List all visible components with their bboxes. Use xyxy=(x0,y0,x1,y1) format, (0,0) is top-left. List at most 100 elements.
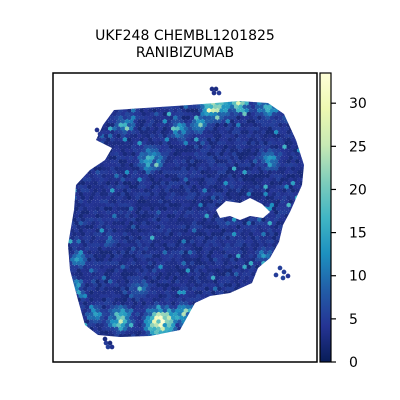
tissue-spot xyxy=(183,140,189,146)
tissue-spot xyxy=(215,253,220,259)
tissue-spot xyxy=(200,104,206,110)
tissue-spot xyxy=(84,217,90,223)
tissue-spot xyxy=(208,235,214,241)
tissue-spot xyxy=(259,257,264,263)
tissue-spot xyxy=(128,199,134,204)
tissue-spot xyxy=(187,199,193,204)
tissue-spot xyxy=(181,159,187,164)
tissue-spot xyxy=(200,140,206,146)
tissue-spot xyxy=(141,213,147,219)
tissue-spot xyxy=(120,184,126,190)
tissue-spot xyxy=(183,170,189,175)
tissue-spot xyxy=(112,315,117,321)
tissue-spot xyxy=(212,170,218,175)
tissue-spot xyxy=(126,261,132,266)
tissue-spot xyxy=(179,133,185,139)
tissue-spot xyxy=(158,199,164,204)
tissue-spot xyxy=(122,195,128,201)
tissue-spot xyxy=(164,231,170,237)
tissue-spot xyxy=(286,151,292,157)
tissue-spot xyxy=(225,133,231,139)
tissue-spot xyxy=(89,210,94,215)
tissue-spot xyxy=(189,144,195,150)
tissue-spot xyxy=(170,162,176,168)
tissue-spot xyxy=(166,315,172,321)
tissue-spot xyxy=(105,122,111,128)
tissue-spot xyxy=(147,151,153,157)
tissue-spot xyxy=(248,108,254,113)
tissue-spot xyxy=(133,206,138,212)
tissue-spot xyxy=(261,151,266,157)
tissue-spot xyxy=(223,181,229,186)
tissue-spot xyxy=(89,246,94,252)
tissue-spot xyxy=(149,322,155,328)
tissue-spot xyxy=(189,210,195,215)
tissue-spot xyxy=(187,221,193,226)
tissue-spot xyxy=(288,184,294,190)
tissue-spot xyxy=(231,275,237,281)
tissue-spot xyxy=(131,333,136,337)
tissue-spot xyxy=(215,188,220,193)
tissue-spot xyxy=(120,272,126,277)
tissue-spot xyxy=(131,326,136,332)
tissue-spot xyxy=(128,264,134,270)
tissue-spot xyxy=(257,108,262,113)
tissue-spot xyxy=(273,173,279,179)
tissue-spot xyxy=(229,155,235,161)
tissue-spot xyxy=(107,301,113,306)
tissue-spot xyxy=(210,217,216,223)
tissue-spot xyxy=(154,111,159,117)
tissue-spot xyxy=(168,210,174,215)
tissue-spot xyxy=(122,261,128,266)
tissue-spot xyxy=(68,242,71,248)
tissue-spot xyxy=(156,115,161,121)
tissue-spot xyxy=(187,250,193,255)
tissue-spot xyxy=(212,221,218,226)
tissue-spot xyxy=(173,122,178,128)
tissue-spot xyxy=(82,242,88,248)
tissue-spot xyxy=(248,275,254,281)
tissue-spot xyxy=(139,151,145,157)
tissue-spot xyxy=(194,202,199,208)
tissue-spot xyxy=(290,137,296,143)
tissue-spot xyxy=(120,162,126,168)
tissue-spot xyxy=(271,140,277,146)
tissue-spot xyxy=(273,166,279,172)
tissue-spot xyxy=(175,228,180,234)
tissue-spot xyxy=(183,293,189,299)
tissue-spot xyxy=(70,257,75,263)
tissue-spot xyxy=(82,257,88,263)
tissue-spot xyxy=(78,293,84,299)
tissue-spot xyxy=(236,246,241,252)
tissue-spot xyxy=(267,140,273,146)
tissue-spot xyxy=(147,173,153,179)
tissue-spot xyxy=(158,250,164,255)
tissue-spot xyxy=(86,293,92,299)
tissue-spot xyxy=(187,184,193,190)
tissue-spot xyxy=(175,257,180,263)
tissue-spot xyxy=(118,326,124,332)
tissue-spot xyxy=(198,108,203,113)
tissue-spot xyxy=(137,177,143,183)
tissue-spot xyxy=(74,213,80,219)
tissue-spot xyxy=(240,246,245,252)
tissue-spot xyxy=(160,173,166,179)
tissue-spot xyxy=(223,253,229,259)
tissue-spot xyxy=(194,173,199,179)
tissue-spot xyxy=(252,224,258,230)
tissue-spot xyxy=(93,217,98,223)
tissue-spot xyxy=(225,242,231,248)
tissue-spot xyxy=(156,231,161,237)
tissue-spot xyxy=(124,184,130,190)
tissue-spot xyxy=(267,104,273,110)
tissue-spot xyxy=(254,235,260,241)
tissue-spot xyxy=(257,188,262,193)
tissue-spot xyxy=(246,264,252,270)
tissue-spot xyxy=(191,133,197,139)
tissue-spot xyxy=(114,326,119,332)
tissue-spot xyxy=(72,231,77,237)
tissue-spot xyxy=(74,272,80,277)
tissue-spot xyxy=(158,272,164,277)
tissue-spot xyxy=(162,293,168,299)
tissue-spot xyxy=(185,173,191,179)
